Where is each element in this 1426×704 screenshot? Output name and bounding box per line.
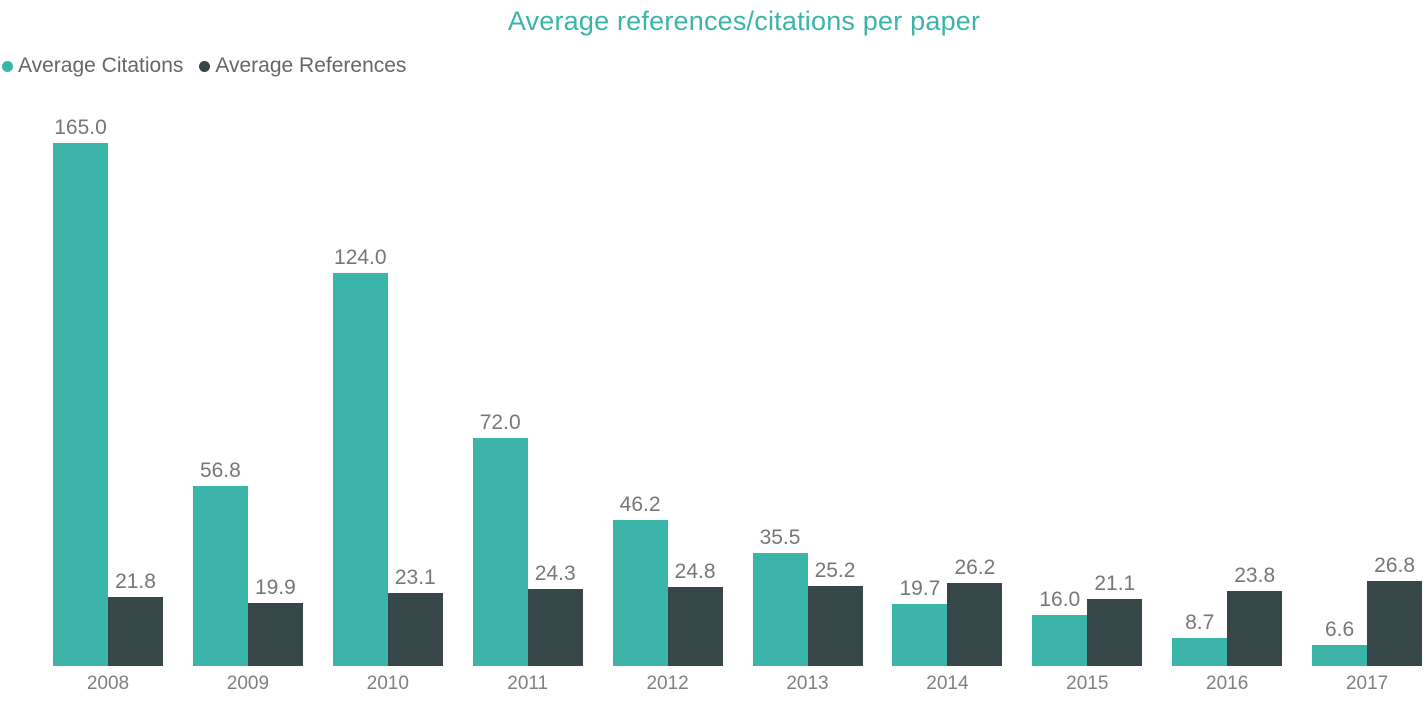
bar-references-2009[interactable] [247,603,303,666]
bar-references-2011[interactable] [527,589,583,666]
bar-references-2016[interactable] [1227,591,1283,666]
data-label-references-2009: 19.9 [254,576,296,599]
chart-title: Average references/citations per paper [507,6,981,36]
x-axis-label-2010: 2010 [366,673,409,694]
data-label-references-2013: 25.2 [814,559,856,582]
bar-citations-2015[interactable] [1032,615,1088,666]
data-label-references-2011: 24.3 [534,562,576,585]
data-label-references-2012: 24.8 [674,560,716,583]
data-label-citations-2010: 124.0 [334,246,387,269]
x-axis-label-2014: 2014 [926,673,969,694]
data-label-citations-2017: 6.6 [1324,618,1355,641]
bar-citations-2009[interactable] [192,486,248,666]
x-axis-label-2016: 2016 [1206,673,1249,694]
data-label-citations-2012: 46.2 [619,493,661,516]
x-axis-label-2009: 2009 [226,673,270,694]
data-label-citations-2013: 35.5 [759,526,801,549]
bar-references-2008[interactable] [108,597,163,666]
data-label-references-2016: 23.8 [1234,564,1276,587]
bar-citations-2010[interactable] [332,273,388,666]
bar-references-2017[interactable] [1367,581,1423,666]
bar-references-2012[interactable] [667,587,723,666]
bar-references-2013[interactable] [807,586,863,666]
legend-dot-references-icon [199,60,211,72]
x-axis-label-2015: 2015 [1066,673,1109,694]
bar-references-2010[interactable] [387,593,443,666]
data-label-references-2015: 21.1 [1094,572,1136,595]
bar-citations-2013[interactable] [752,553,808,666]
legend-dot-citations-icon [2,60,13,72]
bar-references-2014[interactable] [947,583,1003,666]
bar-citations-2014[interactable] [892,604,948,666]
data-label-references-2017: 26.8 [1374,554,1416,577]
bar-citations-2008[interactable] [53,143,108,666]
bar-citations-2016[interactable] [1172,638,1228,666]
data-label-references-2008: 21.8 [115,570,156,593]
data-label-citations-2008: 165.0 [54,116,107,139]
legend: Average Citations Average References [2,54,406,78]
data-label-citations-2014: 19.7 [899,577,941,600]
bar-citations-2011[interactable] [472,438,528,666]
x-axis-label-2017: 2017 [1345,673,1389,694]
data-label-citations-2015: 16.0 [1039,588,1081,611]
x-axis-label-2011: 2011 [507,673,549,694]
data-label-citations-2011: 72.0 [479,411,521,434]
bar-citations-2017[interactable] [1312,645,1368,666]
bar-references-2015[interactable] [1087,599,1143,666]
legend-label-citations: Average Citations [18,54,184,77]
data-label-references-2014: 26.2 [954,556,996,579]
data-label-citations-2009: 56.8 [199,459,241,482]
legend-item-average-citations[interactable]: Average Citations [2,54,183,78]
data-label-citations-2016: 8.7 [1185,611,1215,634]
x-axis-label-2013: 2013 [786,673,829,694]
bar-citations-2012[interactable] [612,520,668,666]
x-axis-label-2012: 2012 [646,673,689,694]
legend-item-average-references[interactable]: Average References [199,54,406,78]
data-label-references-2010: 23.1 [394,566,436,589]
legend-label-references: Average References [215,54,407,77]
x-axis-label-2008: 2008 [86,673,130,694]
